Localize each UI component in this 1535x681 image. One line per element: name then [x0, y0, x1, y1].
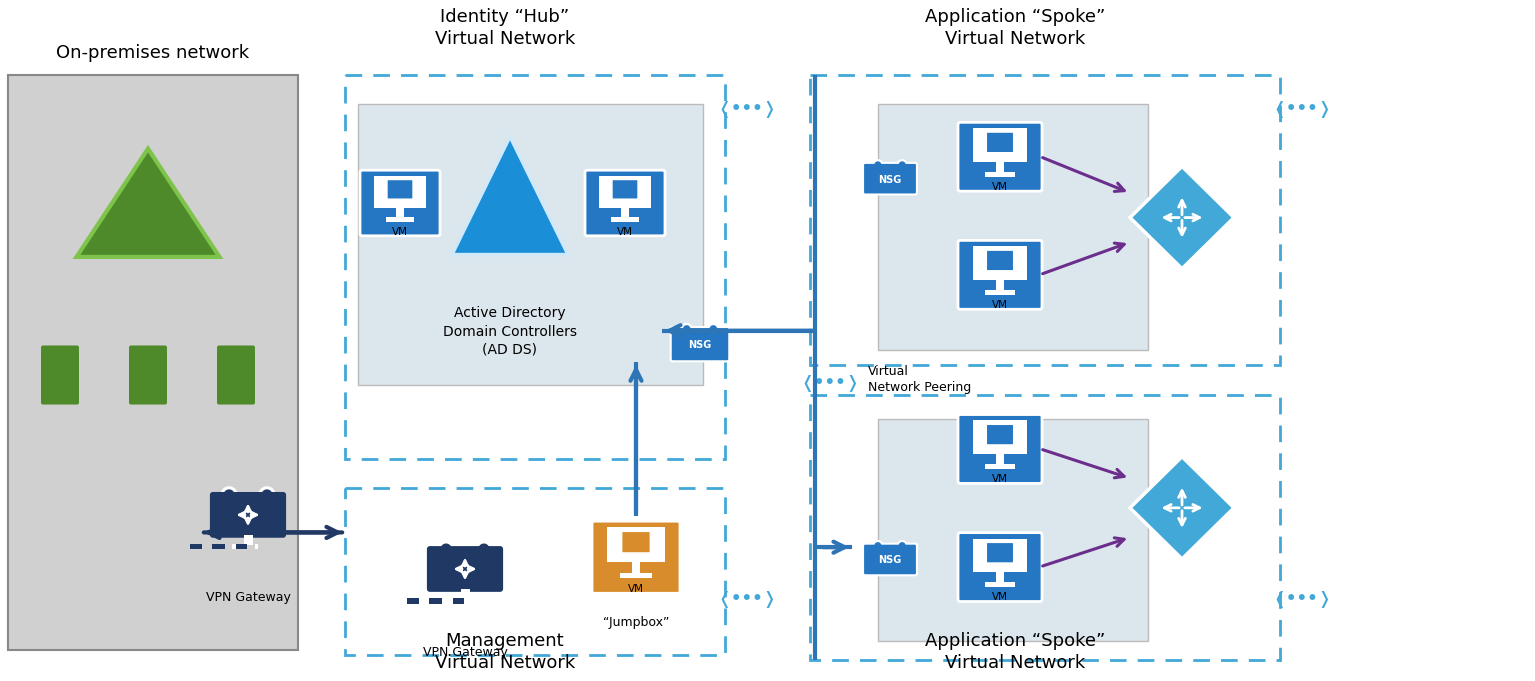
FancyBboxPatch shape: [958, 240, 1042, 309]
FancyBboxPatch shape: [958, 123, 1042, 191]
Bar: [632, 563, 640, 574]
Bar: [620, 573, 652, 578]
Text: Virtual
Network Peering: Virtual Network Peering: [867, 365, 972, 394]
Bar: [358, 104, 703, 385]
Text: NSG: NSG: [878, 174, 901, 185]
Polygon shape: [451, 136, 568, 255]
Bar: [985, 582, 1015, 587]
FancyBboxPatch shape: [863, 163, 916, 195]
Text: Application “Spoke”
Virtual Network: Application “Spoke” Virtual Network: [924, 632, 1105, 672]
Bar: [45, 358, 75, 365]
Bar: [221, 358, 252, 365]
FancyBboxPatch shape: [216, 345, 255, 405]
Text: ❬•••❭: ❬•••❭: [800, 374, 860, 392]
Bar: [973, 539, 1027, 572]
Text: VM: VM: [617, 227, 632, 237]
FancyBboxPatch shape: [612, 179, 639, 200]
Text: VPN Gateway: VPN Gateway: [206, 592, 290, 605]
Bar: [451, 598, 464, 603]
Bar: [345, 75, 725, 458]
Text: ❬•••❭: ❬•••❭: [1273, 590, 1332, 608]
FancyBboxPatch shape: [958, 415, 1042, 484]
FancyBboxPatch shape: [985, 132, 1013, 153]
Text: VPN Gateway: VPN Gateway: [422, 646, 508, 659]
FancyBboxPatch shape: [985, 424, 1013, 445]
Bar: [232, 544, 236, 550]
Bar: [235, 544, 247, 550]
Text: Management
Virtual Network: Management Virtual Network: [434, 632, 576, 672]
FancyBboxPatch shape: [427, 546, 503, 592]
Bar: [973, 420, 1027, 454]
Text: VM: VM: [992, 475, 1008, 484]
Bar: [450, 598, 453, 603]
Text: Identity “Hub”
Virtual Network: Identity “Hub” Virtual Network: [434, 8, 576, 48]
Bar: [973, 128, 1027, 161]
FancyBboxPatch shape: [361, 170, 441, 236]
Bar: [396, 208, 404, 218]
Text: Active Directory
Domain Controllers
(AD DS): Active Directory Domain Controllers (AD …: [444, 306, 577, 357]
Bar: [973, 247, 1027, 280]
Bar: [385, 217, 414, 222]
Text: On-premises network: On-premises network: [57, 44, 250, 62]
FancyBboxPatch shape: [593, 521, 680, 593]
Bar: [132, 358, 163, 365]
Bar: [996, 454, 1004, 465]
Bar: [611, 217, 640, 222]
FancyBboxPatch shape: [863, 543, 916, 575]
Bar: [407, 598, 419, 603]
Bar: [471, 598, 476, 603]
Bar: [878, 419, 1148, 641]
Text: VM: VM: [992, 592, 1008, 603]
Bar: [608, 527, 665, 563]
Bar: [996, 572, 1004, 583]
Bar: [622, 208, 629, 218]
Bar: [599, 176, 651, 208]
Bar: [985, 290, 1015, 295]
Bar: [428, 598, 442, 603]
FancyBboxPatch shape: [129, 345, 167, 405]
Bar: [45, 381, 75, 390]
FancyBboxPatch shape: [671, 327, 729, 361]
FancyBboxPatch shape: [387, 179, 413, 200]
Bar: [996, 161, 1004, 173]
FancyBboxPatch shape: [41, 345, 78, 405]
Text: ❬•••❭: ❬•••❭: [1273, 100, 1332, 118]
Text: Application “Spoke”
Virtual Network: Application “Spoke” Virtual Network: [924, 8, 1105, 48]
Text: NSG: NSG: [878, 556, 901, 565]
Bar: [985, 172, 1015, 176]
Text: VM: VM: [992, 300, 1008, 311]
Bar: [255, 544, 258, 550]
Polygon shape: [77, 148, 220, 257]
Bar: [460, 589, 470, 599]
Bar: [212, 544, 224, 550]
Bar: [345, 488, 725, 655]
Bar: [810, 395, 1280, 661]
Text: VM: VM: [391, 227, 408, 237]
Bar: [878, 104, 1148, 351]
Bar: [996, 280, 1004, 291]
Text: VM: VM: [628, 584, 645, 594]
FancyBboxPatch shape: [985, 542, 1013, 563]
Bar: [132, 381, 163, 390]
Text: “Jumpbox”: “Jumpbox”: [603, 616, 669, 629]
FancyBboxPatch shape: [585, 170, 665, 236]
Polygon shape: [1130, 166, 1234, 269]
Bar: [985, 464, 1015, 469]
Polygon shape: [1130, 457, 1234, 559]
FancyBboxPatch shape: [958, 533, 1042, 601]
Text: NSG: NSG: [688, 340, 712, 350]
Bar: [189, 544, 203, 550]
Text: VM: VM: [992, 182, 1008, 192]
FancyBboxPatch shape: [622, 531, 651, 553]
Bar: [221, 381, 252, 390]
Bar: [8, 75, 298, 650]
FancyBboxPatch shape: [210, 492, 286, 538]
Bar: [375, 176, 425, 208]
Bar: [810, 75, 1280, 365]
FancyBboxPatch shape: [985, 250, 1013, 271]
Bar: [244, 535, 252, 545]
Text: ❬•••❭: ❬•••❭: [717, 100, 777, 118]
Text: ❬•••❭: ❬•••❭: [717, 590, 777, 608]
